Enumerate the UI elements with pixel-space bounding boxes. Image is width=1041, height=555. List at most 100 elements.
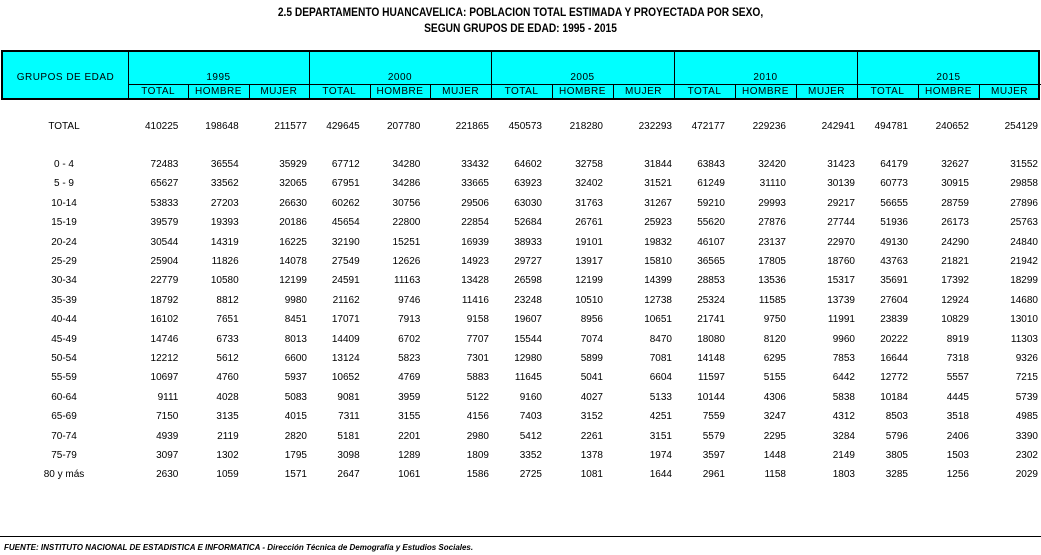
row-label: 65-69 (51, 411, 77, 423)
cell-2005-hombre: 10510 (575, 294, 603, 306)
table-row: 35-39 18792 8812 9980 21162 9746 11416 23248 105… (0, 295, 1041, 309)
header-divider (918, 84, 919, 98)
cell-1995-hombre: 10580 (210, 275, 239, 287)
cell-2010-mujer: 31423 (827, 159, 855, 170)
cell-1995-total: 65627 (150, 178, 179, 190)
cell-2010-hombre: 9750 (763, 314, 786, 326)
cell-2005-mujer: 4251 (649, 411, 672, 423)
cell-2010-hombre: 17805 (758, 256, 786, 267)
cell-2010-mujer: 1803 (832, 469, 855, 481)
header-year-2010: 2010 (753, 72, 778, 83)
cell-1995-total: 410225 (144, 121, 179, 132)
cell-2000-hombre: 1061 (398, 469, 421, 481)
cell-2010-mujer: 11991 (827, 314, 855, 326)
table-row: 0 - 4 72483 36554 35929 67712 34280 33432 64602… (0, 159, 1041, 173)
cell-2010-total: 59210 (697, 197, 725, 209)
cell-1995-total: 16102 (150, 314, 179, 326)
row-label: 40-44 (51, 314, 77, 326)
cell-2010-total: 5579 (702, 430, 725, 442)
cell-2015-hombre: 8919 (946, 333, 969, 345)
cell-2010-total: 36565 (697, 256, 725, 267)
cell-2005-total: 52684 (514, 217, 542, 229)
cell-2010-mujer: 7853 (832, 353, 855, 364)
cell-1995-mujer: 8013 (284, 333, 307, 345)
cell-2015-mujer: 31552 (1010, 159, 1038, 170)
cell-2010-mujer: 2149 (832, 450, 855, 461)
cell-2010-mujer: 22970 (827, 236, 855, 248)
cell-2010-hombre: 8120 (763, 333, 786, 345)
cell-2015-mujer: 14680 (1010, 294, 1038, 306)
cell-2015-mujer: 21942 (1010, 256, 1038, 267)
cell-1995-total: 72483 (150, 159, 179, 170)
cell-2015-total: 3805 (885, 450, 908, 461)
header-divider (128, 52, 129, 98)
cell-2010-mujer: 29217 (827, 197, 855, 209)
table-row: 80 y más 2630 1059 1571 2647 1061 1586 2725 1081… (0, 469, 1041, 483)
cell-2000-total: 10652 (331, 372, 360, 384)
cell-1995-total: 4939 (156, 430, 179, 442)
cell-2005-hombre: 12199 (575, 275, 603, 287)
cell-2000-mujer: 33665 (461, 178, 489, 190)
cell-2010-mujer: 6442 (832, 372, 855, 384)
cell-2000-mujer: 9158 (466, 314, 489, 326)
row-label: 5 - 9 (53, 178, 74, 190)
cell-2010-hombre: 29993 (758, 197, 786, 209)
cell-2000-total: 67951 (331, 178, 360, 190)
title-line-2: SEGUN GRUPOS DE EDAD: 1995 - 2015 (424, 21, 617, 35)
row-label: 80 y más (43, 469, 85, 481)
table-row: 70-74 4939 2119 2820 5181 2201 2980 5412 2261 315… (0, 431, 1041, 445)
cell-2015-hombre: 7318 (946, 353, 969, 364)
cell-1995-hombre: 7651 (216, 314, 239, 326)
row-label: 10-14 (51, 197, 77, 209)
cell-2000-hombre: 2201 (398, 430, 421, 442)
cell-2010-total: 14148 (697, 353, 725, 364)
cell-2010-hombre: 31110 (759, 178, 786, 190)
cell-2000-mujer: 16939 (461, 236, 489, 248)
cell-2015-hombre: 5557 (946, 372, 969, 384)
cell-2005-hombre: 4027 (580, 391, 603, 403)
cell-2005-hombre: 32402 (575, 178, 603, 190)
cell-2000-total: 27549 (331, 256, 360, 267)
cell-2010-total: 63843 (697, 159, 725, 170)
cell-2000-hombre: 12626 (392, 256, 421, 267)
cell-2015-mujer: 25763 (1010, 217, 1038, 229)
cell-2015-mujer: 3390 (1015, 430, 1038, 442)
cell-2000-mujer: 11416 (461, 294, 489, 306)
cell-2015-hombre: 1256 (946, 469, 969, 481)
cell-2010-total: 55620 (697, 217, 725, 229)
cell-1995-total: 12212 (150, 353, 179, 364)
table-row: 25-29 25904 11826 14078 27549 12626 14923 29727… (0, 256, 1041, 270)
row-label: 0 - 4 (53, 159, 74, 170)
cell-2015-total: 49130 (880, 236, 908, 248)
cell-2010-mujer: 4312 (832, 411, 855, 423)
cell-2010-total: 7559 (702, 411, 725, 423)
table-row: 20-24 30544 14319 16225 32190 15251 16939 38933… (0, 237, 1041, 251)
cell-2000-total: 45654 (331, 217, 360, 229)
cell-2000-hombre: 6702 (398, 333, 421, 345)
table-row: 45-49 14746 6733 8013 14409 6702 7707 15544 7074… (0, 334, 1041, 348)
cell-2015-mujer: 5739 (1015, 391, 1038, 403)
cell-2005-hombre: 2261 (580, 430, 603, 442)
cell-2005-total: 5412 (519, 430, 542, 442)
cell-1995-hombre: 33562 (210, 178, 239, 190)
table-row: 40-44 16102 7651 8451 17071 7913 9158 19607 8956… (0, 314, 1041, 328)
cell-2005-total: 38933 (514, 236, 542, 248)
cell-2015-hombre: 17392 (941, 275, 969, 287)
cell-2010-hombre: 23137 (758, 236, 786, 248)
cell-2000-mujer: 221865 (455, 121, 489, 132)
cell-1995-mujer: 16225 (279, 236, 307, 248)
cell-2015-total: 20222 (880, 333, 908, 345)
cell-2005-total: 12980 (514, 353, 542, 364)
cell-2000-total: 67712 (331, 159, 360, 170)
cell-2010-hombre: 11585 (758, 294, 786, 306)
header-hombre-2010: HOMBRE (742, 86, 789, 97)
cell-2005-mujer: 8470 (649, 333, 672, 345)
cell-1995-hombre: 4760 (216, 372, 239, 384)
cell-2000-total: 9081 (337, 391, 360, 403)
table-row: 15-19 39579 19393 20186 45654 22800 22854 52684… (0, 217, 1041, 231)
cell-2015-mujer: 13010 (1010, 314, 1038, 326)
cell-2005-mujer: 6604 (649, 372, 672, 384)
title-line-1: 2.5 DEPARTAMENTO HUANCAVELICA: POBLACION… (277, 5, 764, 19)
cell-2000-mujer: 1586 (466, 469, 489, 481)
cell-2010-mujer: 30139 (827, 178, 855, 190)
